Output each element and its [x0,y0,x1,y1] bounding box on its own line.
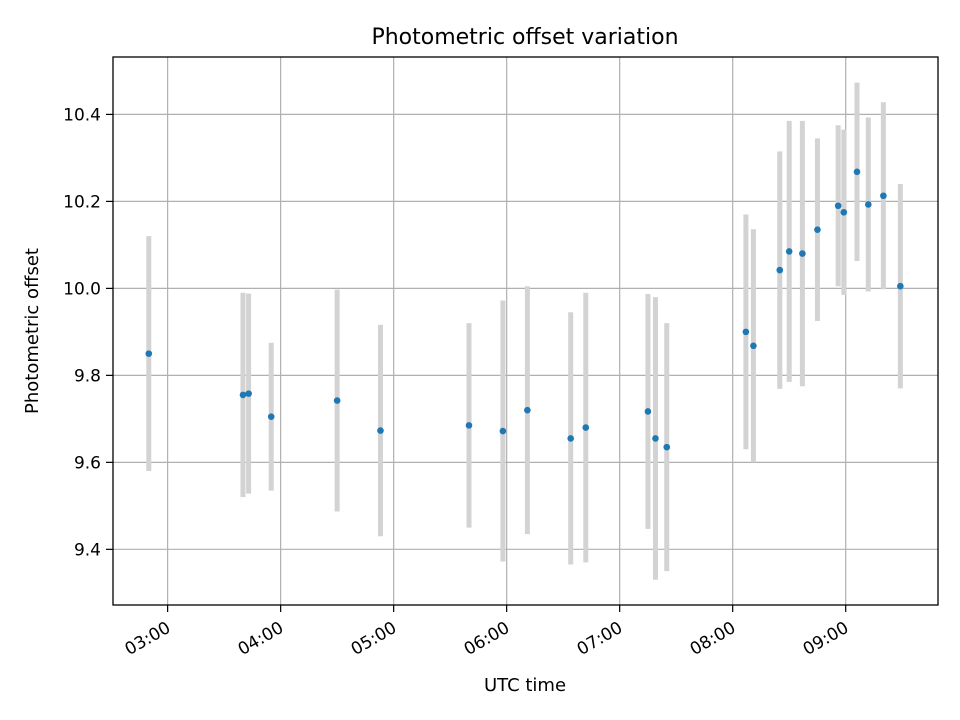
y-axis-ticks: 9.4 9.6 9.8 10.0 10.2 10.4 [63,105,113,560]
data-point [776,266,784,274]
y-tick-label: 10.0 [63,279,101,299]
data-point [785,248,793,255]
plot-frame [112,56,939,606]
data-point [524,406,531,414]
data-point [840,208,848,216]
data-point [145,350,153,357]
data-point [582,424,590,431]
data-point [499,427,507,435]
data-point [897,282,904,290]
data-point [834,202,842,210]
y-tick-label: 9.8 [74,366,101,386]
data-point [245,390,252,397]
data-point [652,435,659,442]
y-tick-label: 9.4 [74,540,101,560]
chart-title: Photometric offset variation [371,25,678,50]
data-point [750,342,757,350]
data-point [663,443,671,451]
data-point [814,226,821,233]
data-point [239,391,247,399]
data-points [145,168,904,451]
data-point [567,435,575,442]
y-tick-label: 10.2 [63,192,101,212]
y-tick-label: 10.4 [63,105,101,125]
data-point [865,201,872,208]
data-point [644,408,652,415]
data-point [880,192,887,200]
data-point [465,422,473,429]
x-axis-label: UTC time [484,675,566,696]
data-point [377,427,384,434]
data-point [853,168,861,176]
data-point [267,413,275,420]
data-point [799,250,806,257]
y-axis-label: Photometric offset [22,248,43,414]
y-tick-label: 9.6 [74,453,101,473]
data-point [742,328,750,336]
data-point [333,397,341,404]
